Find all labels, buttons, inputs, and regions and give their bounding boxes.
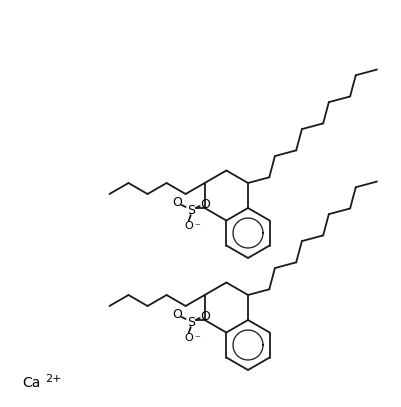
Text: ⁻: ⁻: [194, 222, 200, 232]
Text: O: O: [200, 197, 210, 210]
Text: ⁻: ⁻: [194, 334, 200, 344]
Text: O: O: [172, 195, 182, 208]
Text: Ca: Ca: [22, 376, 41, 390]
Text: O: O: [172, 308, 182, 320]
Text: O: O: [200, 309, 210, 322]
Text: 2+: 2+: [45, 374, 61, 384]
Text: O: O: [184, 221, 193, 231]
Text: S: S: [187, 204, 195, 217]
Text: O: O: [184, 333, 193, 343]
Text: S: S: [187, 315, 195, 328]
